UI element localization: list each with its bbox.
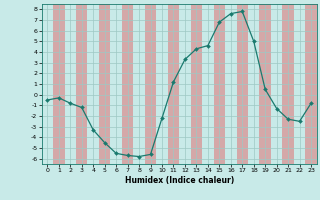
Bar <box>305 4 317 164</box>
Bar <box>42 4 53 164</box>
Bar <box>294 4 305 164</box>
Bar <box>145 4 156 164</box>
Bar <box>248 4 260 164</box>
Bar <box>260 4 271 164</box>
Bar <box>191 4 202 164</box>
Bar <box>282 4 294 164</box>
X-axis label: Humidex (Indice chaleur): Humidex (Indice chaleur) <box>124 176 234 185</box>
Bar <box>225 4 236 164</box>
Bar <box>110 4 122 164</box>
Bar <box>65 4 76 164</box>
Bar <box>99 4 110 164</box>
Bar <box>271 4 282 164</box>
Bar <box>53 4 65 164</box>
Bar <box>236 4 248 164</box>
Bar <box>156 4 168 164</box>
Bar <box>179 4 191 164</box>
Bar <box>168 4 179 164</box>
Bar <box>202 4 214 164</box>
Bar <box>87 4 99 164</box>
Bar <box>214 4 225 164</box>
Bar <box>76 4 87 164</box>
Bar <box>133 4 145 164</box>
Bar <box>122 4 133 164</box>
